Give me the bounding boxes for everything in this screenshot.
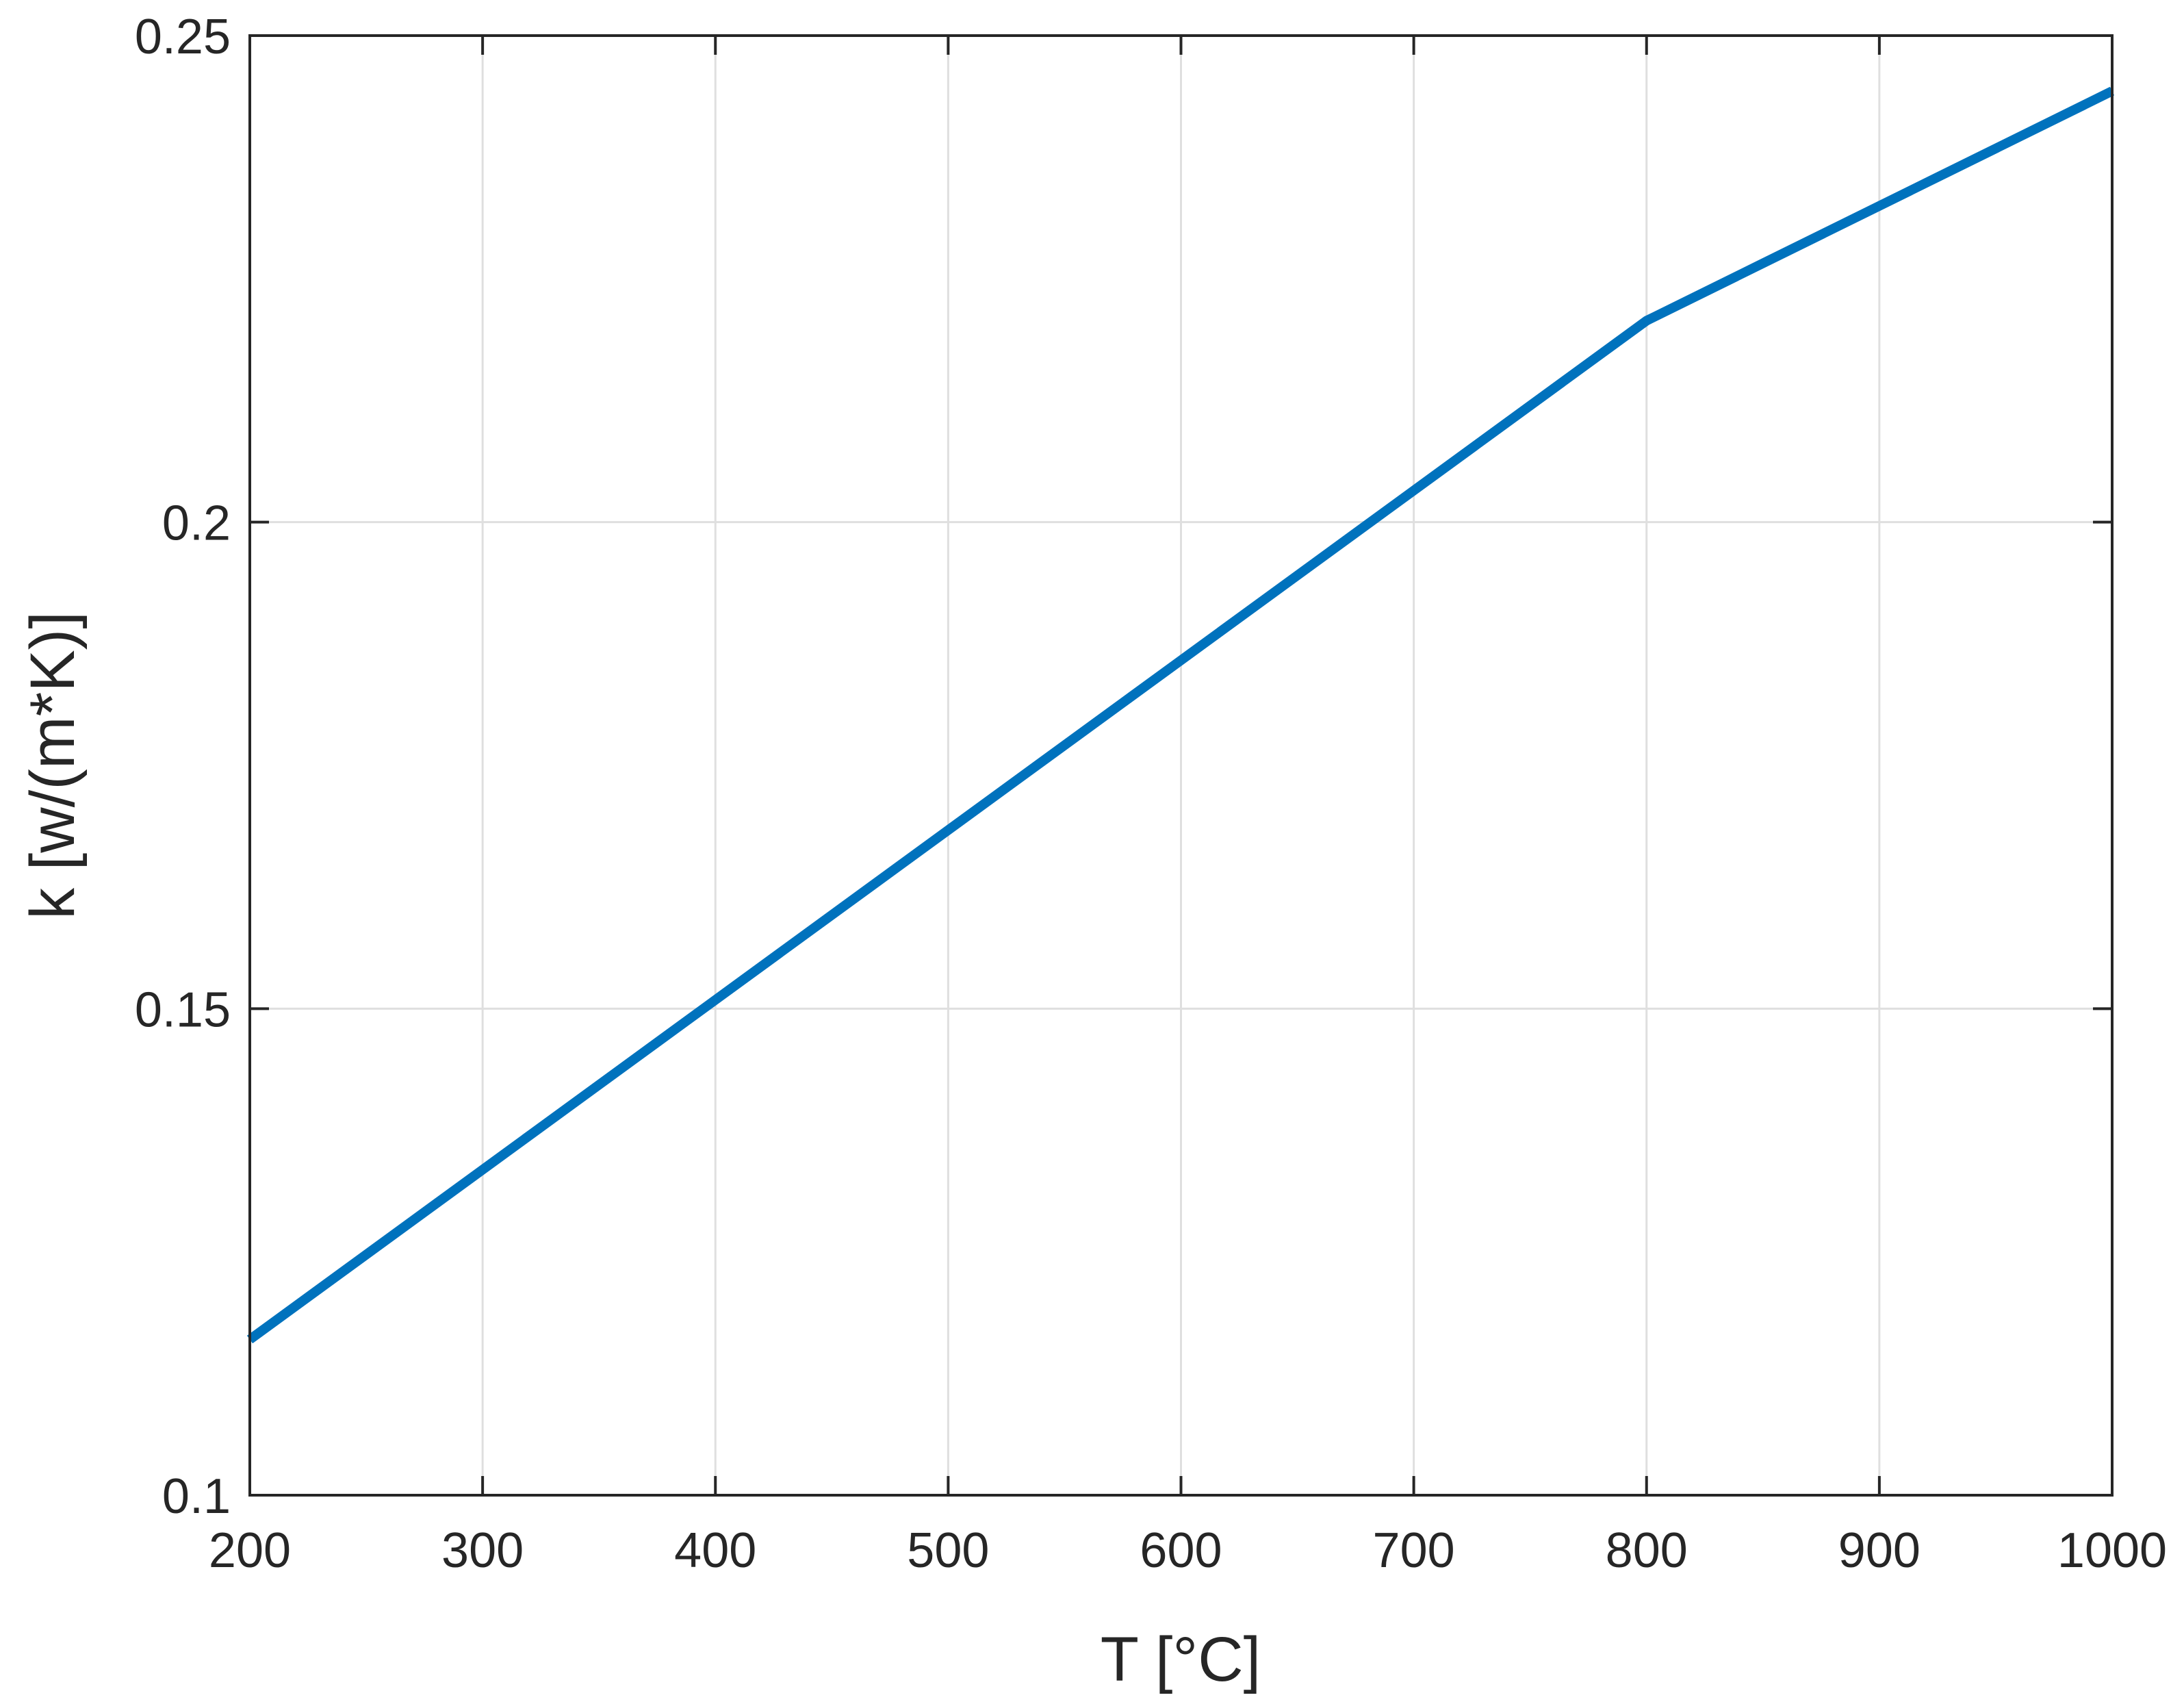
x-tick-label: 400	[674, 1523, 756, 1578]
x-tick-label: 200	[209, 1523, 291, 1578]
x-tick-labels: 200 300 400 500 600 700 800 900 1000	[209, 1523, 2167, 1578]
x-tick-label: 300	[441, 1523, 524, 1578]
x-tick-label: 500	[907, 1523, 989, 1578]
axis-ticks	[248, 34, 2114, 1497]
y-tick-label: 0.15	[135, 982, 231, 1037]
x-tick-label: 1000	[2057, 1523, 2167, 1578]
x-tick-label: 900	[1838, 1523, 1920, 1578]
y-tick-label: 0.1	[162, 1469, 231, 1524]
y-axis-label: k [w/(m*K)]	[18, 611, 88, 919]
x-tick-label: 700	[1373, 1523, 1455, 1578]
series-layer	[246, 86, 2115, 1344]
y-tick-label: 0.25	[135, 10, 231, 64]
y-tick-label: 0.2	[162, 496, 231, 551]
series-line	[246, 86, 2115, 1344]
x-tick-label: 600	[1140, 1523, 1222, 1578]
y-tick-labels: 0.1 0.15 0.2 0.25	[135, 10, 231, 1524]
x-tick-label: 800	[1606, 1523, 1688, 1578]
x-axis-label: T [°C]	[1101, 1625, 1261, 1694]
